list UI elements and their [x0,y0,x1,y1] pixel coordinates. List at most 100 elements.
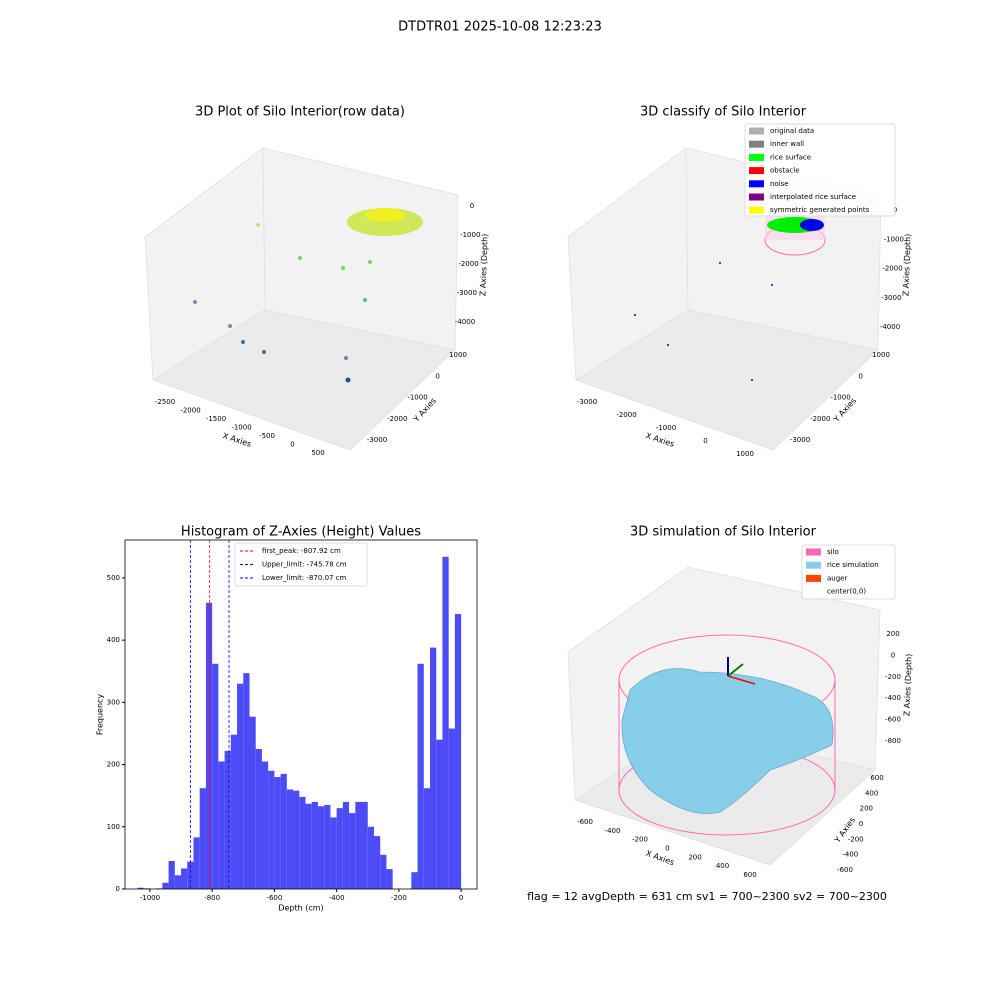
x-axis-label: X Axies [222,431,253,449]
z-tick-label: 200 [886,630,899,638]
bar [230,734,238,889]
bar [423,788,431,889]
z-tick-label: -4000 [880,323,900,331]
x-tick-label: -600 [266,894,282,902]
y-tick-label: 0 [859,372,863,380]
legend-label: inner wall [770,140,804,148]
x-tick-label: -2000 [616,411,636,419]
y-tick-label: -2000 [810,415,830,423]
bar [181,868,188,889]
legend-swatch [806,588,821,596]
legend-label: first_peak: -807.92 cm [262,547,341,555]
bar [361,801,368,889]
y-tick-label: 0 [859,820,863,828]
legend-label: noise [770,180,789,188]
z-tick-label: -400 [885,694,901,702]
z-tick-label: -3000 [881,294,901,302]
z-tick-label: 0 [470,202,474,210]
legend-label: Upper_limit: -745.78 cm [262,561,347,569]
legend-swatch [749,167,764,175]
bar [430,647,437,889]
legend-swatch [806,561,821,569]
x-tick-label: -500 [259,432,275,440]
legend-label: symmetric generated points [770,206,870,214]
plot-frame [124,539,478,890]
legend-label: interpolated rice surface [770,193,856,201]
bar [299,796,306,889]
bar [411,872,418,889]
y-tick-label: 1000 [872,351,890,359]
y-tick-label: 100 [107,823,120,831]
z-axis-label: Z Axies (Depth) [902,654,913,717]
y-tick-label: 0 [436,372,440,380]
bar [168,861,175,889]
legend-swatch [749,193,764,201]
x-axis-label: X Axies [645,431,676,449]
suptitle: DTDTR01 2025-10-08 12:23:23 [398,20,602,35]
bar [224,750,231,889]
z-tick-label: -4000 [455,318,475,326]
legend-label: rice surface [770,153,811,161]
y-tick-label: 400 [865,789,878,797]
legend-label: original data [770,127,814,135]
y-tick-label: 200 [860,805,873,813]
bar [324,805,331,889]
z-tick-label: -800 [885,737,901,745]
bar [249,716,256,889]
z-tick-label: -2000 [882,265,902,273]
panel-title: 3D Plot of Silo Interior(row data) [195,105,405,120]
legend-swatch [749,180,764,188]
bar [243,673,250,889]
bar [442,556,449,889]
y-tick-label: -1000 [830,394,850,402]
bar [237,683,244,889]
bar [193,837,200,889]
legend-swatch [806,574,821,582]
y-tick-label: -2000 [387,415,407,423]
z-axis-label: Z Axies (Depth) [901,234,912,297]
x-tick-label: -400 [329,894,345,902]
bar [205,602,213,889]
z-tick-label: -200 [885,673,901,681]
bar [448,728,455,889]
x-tick-label: -1000 [656,424,676,432]
bar [342,801,350,889]
x-tick-label: 200 [688,853,701,861]
x-tick-label: -800 [204,894,220,902]
panel-3-box [567,566,881,866]
bar [255,749,262,889]
x-tick-label: 0 [703,437,707,445]
legend-swatch [749,127,764,135]
bar [373,836,381,889]
x-tick-label: -1000 [140,894,160,902]
legend-label: center(0,0) [827,588,866,596]
bar [386,869,393,889]
y-tick-label: 400 [107,636,120,644]
y-tick-label: 200 [107,761,120,769]
legend-swatch [749,206,764,214]
z-tick-label: -600 [885,716,901,724]
x-tick-label: -1000 [231,424,251,432]
bar [330,817,337,889]
z-tick-label: -3000 [457,289,477,297]
bar [417,663,424,889]
bar [367,826,374,889]
bar [212,663,219,889]
legend-label: Lower_limit: -870.07 cm [262,574,347,582]
bar [305,803,312,889]
bar [274,777,281,889]
x-tick-label: 0 [665,845,669,853]
x-tick-label: 500 [311,449,324,457]
bar [436,739,443,889]
bar [162,882,169,889]
y-tick-label: 1000 [449,351,467,359]
x-tick-label: 1000 [736,450,754,458]
z-axis-label: Z Axies (Depth) [478,234,489,297]
bar [380,854,387,889]
x-axis-label: Depth (cm) [278,904,323,913]
bar [218,761,225,889]
bar [286,789,294,889]
bar [355,801,362,889]
legend-box [801,544,896,600]
